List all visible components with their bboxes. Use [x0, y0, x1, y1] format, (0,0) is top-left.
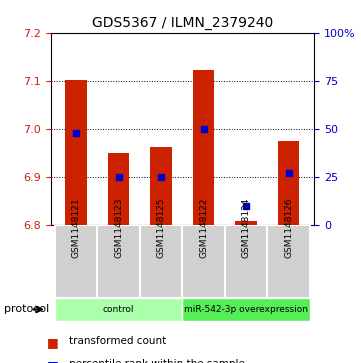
Bar: [193, 70, 214, 225]
Text: protocol: protocol: [4, 305, 49, 314]
Bar: [278, 141, 299, 225]
Bar: [108, 153, 129, 225]
Bar: [97, 225, 140, 298]
Bar: [182, 225, 225, 298]
Bar: [65, 80, 87, 225]
Text: GSM1148126: GSM1148126: [284, 197, 293, 258]
Point: [158, 174, 164, 180]
Bar: [225, 225, 267, 298]
Bar: [182, 298, 310, 321]
Bar: [140, 225, 182, 298]
Text: GSM1148122: GSM1148122: [199, 197, 208, 258]
Bar: [55, 225, 97, 298]
Text: ■: ■: [47, 336, 59, 349]
Point: [243, 203, 249, 209]
Bar: [267, 225, 310, 298]
Text: percentile rank within the sample: percentile rank within the sample: [69, 359, 244, 363]
Text: miR-542-3p overexpression: miR-542-3p overexpression: [184, 305, 308, 314]
Text: ■: ■: [47, 359, 59, 363]
Title: GDS5367 / ILMN_2379240: GDS5367 / ILMN_2379240: [92, 16, 273, 30]
Point: [73, 130, 79, 136]
Text: GSM1148124: GSM1148124: [242, 197, 251, 258]
Point: [116, 174, 121, 180]
Point: [201, 126, 206, 132]
Text: control: control: [103, 305, 134, 314]
Text: GSM1148121: GSM1148121: [71, 197, 81, 258]
Text: GSM1148123: GSM1148123: [114, 197, 123, 258]
Bar: [235, 221, 257, 225]
Bar: [55, 298, 182, 321]
Bar: [151, 147, 172, 225]
Text: transformed count: transformed count: [69, 336, 166, 346]
Point: [286, 170, 291, 176]
Text: GSM1148125: GSM1148125: [157, 197, 166, 258]
